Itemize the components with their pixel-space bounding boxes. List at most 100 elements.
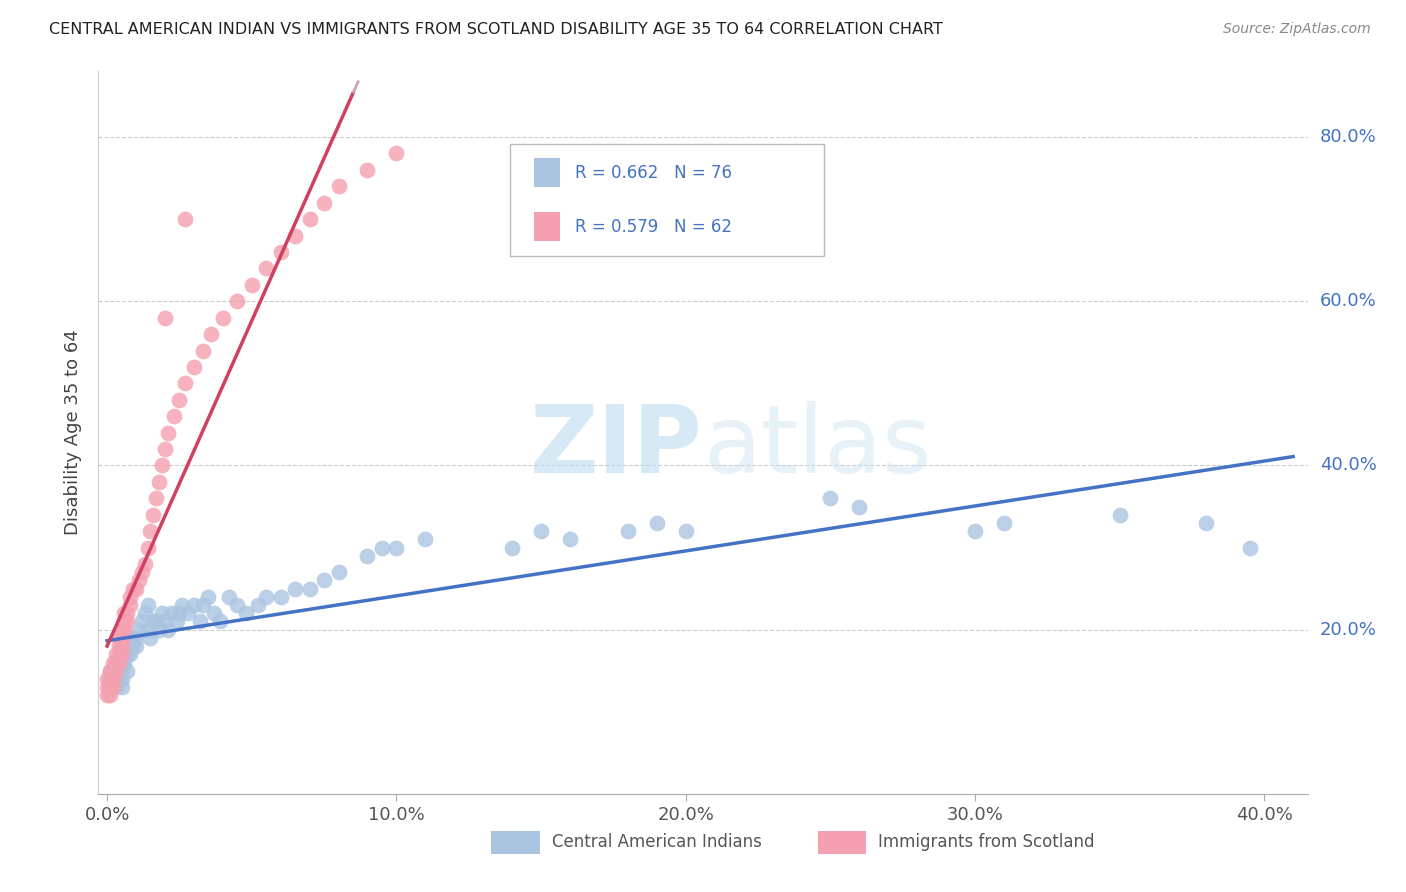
Point (134, 607, 156, 621)
Point (1195, 516, 1218, 530)
Point (104, 672, 127, 686)
Point (169, 392, 191, 407)
Point (98, 680, 121, 694)
Point (208, 615, 231, 629)
Point (104, 656, 127, 670)
Point (169, 607, 191, 621)
Point (96, 680, 118, 694)
Point (117, 615, 139, 629)
Point (356, 549, 378, 563)
Point (413, 533, 436, 547)
Point (150, 607, 173, 621)
Point (166, 615, 188, 629)
Point (120, 598, 142, 612)
Point (298, 212, 321, 227)
Point (312, 574, 335, 588)
Point (98, 680, 121, 694)
Point (114, 623, 136, 637)
Point (1108, 508, 1130, 522)
Point (136, 541, 159, 555)
Point (136, 623, 159, 637)
Point (98, 664, 121, 678)
Point (107, 672, 129, 686)
Point (240, 277, 263, 292)
FancyBboxPatch shape (509, 144, 824, 256)
Point (142, 615, 165, 629)
Text: Source: ZipAtlas.com: Source: ZipAtlas.com (1223, 22, 1371, 37)
Point (156, 425, 179, 440)
Point (98, 680, 121, 694)
Text: Immigrants from Scotland: Immigrants from Scotland (879, 833, 1095, 851)
Point (328, 565, 350, 579)
Point (125, 582, 148, 596)
Point (270, 590, 292, 604)
Point (117, 607, 139, 621)
Point (191, 343, 214, 358)
Point (148, 623, 170, 637)
Point (617, 524, 640, 538)
Point (107, 656, 129, 670)
Point (177, 607, 200, 621)
Point (98, 689, 121, 703)
Point (128, 574, 150, 588)
Point (104, 656, 127, 670)
Point (145, 615, 167, 629)
Point (139, 524, 162, 538)
Point (107, 648, 129, 662)
Point (148, 475, 170, 489)
Point (188, 615, 211, 629)
Point (139, 631, 162, 645)
Point (142, 508, 165, 522)
Point (101, 672, 124, 686)
Point (246, 598, 269, 612)
Point (174, 212, 197, 227)
Point (131, 565, 153, 579)
Point (530, 524, 553, 538)
Point (120, 639, 142, 653)
Bar (534, 212, 561, 241)
Point (328, 179, 350, 194)
Point (1239, 541, 1261, 555)
Point (114, 607, 136, 621)
Y-axis label: Disability Age 35 to 64: Disability Age 35 to 64 (65, 330, 83, 535)
Point (117, 639, 139, 653)
Text: R = 0.662   N = 76: R = 0.662 N = 76 (575, 163, 733, 181)
Point (110, 623, 132, 637)
Point (104, 664, 127, 678)
Text: 20.0%: 20.0% (1320, 621, 1376, 639)
Point (153, 615, 176, 629)
Point (122, 631, 145, 645)
Text: ZIP: ZIP (530, 401, 703, 493)
Point (270, 244, 292, 259)
Point (117, 648, 139, 662)
Point (101, 680, 124, 694)
Point (104, 648, 127, 662)
Point (131, 615, 153, 629)
Bar (534, 158, 561, 187)
Point (183, 598, 205, 612)
Point (117, 664, 139, 678)
Point (96, 689, 118, 703)
Text: 40.0%: 40.0% (1320, 457, 1376, 475)
Point (558, 533, 581, 547)
Point (110, 664, 132, 678)
Point (114, 648, 136, 662)
Point (101, 672, 124, 686)
Point (98, 664, 121, 678)
Text: R = 0.579   N = 62: R = 0.579 N = 62 (575, 218, 733, 235)
Point (371, 541, 394, 555)
Point (993, 516, 1015, 530)
Point (156, 623, 179, 637)
Point (136, 598, 159, 612)
Bar (492, 830, 540, 854)
Point (191, 598, 214, 612)
Point (183, 359, 205, 374)
Point (120, 648, 142, 662)
Point (101, 656, 124, 670)
Point (125, 639, 148, 653)
Point (110, 672, 132, 686)
Point (202, 607, 225, 621)
Point (356, 162, 378, 177)
Point (110, 680, 132, 694)
Point (254, 261, 277, 276)
